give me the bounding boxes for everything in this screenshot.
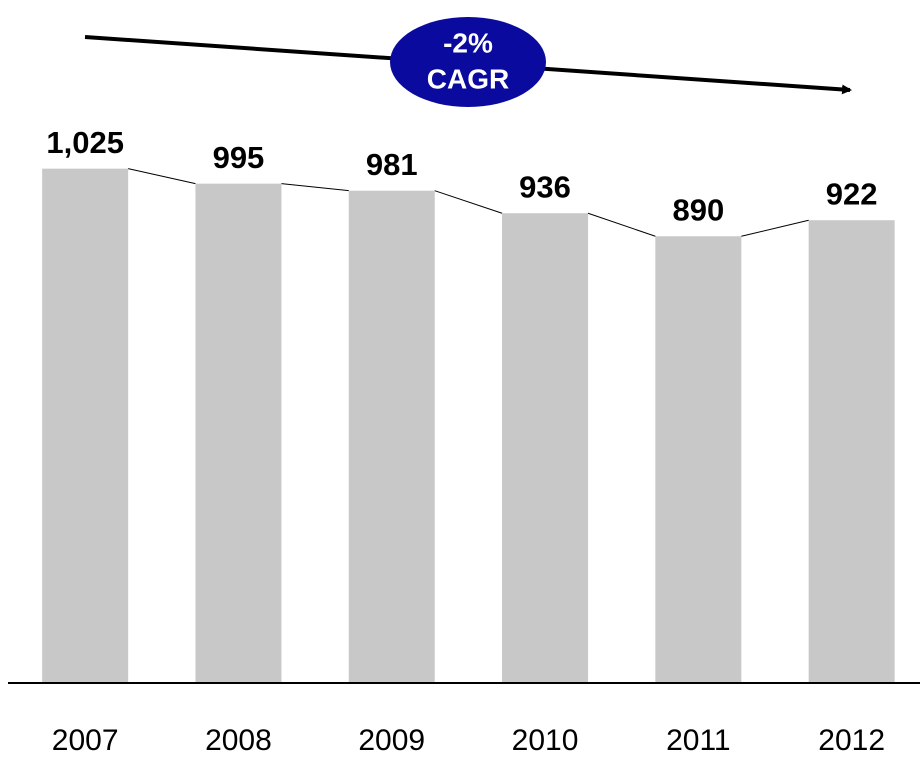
- bar: [42, 168, 129, 683]
- value-label: 922: [826, 176, 878, 211]
- bar: [808, 220, 895, 682]
- value-label: 981: [366, 147, 418, 182]
- value-label: 890: [672, 192, 724, 227]
- x-tick-label: 2009: [358, 724, 425, 757]
- connector-line: [281, 183, 349, 192]
- connector-line: [741, 219, 809, 237]
- bar: [502, 213, 589, 682]
- cagr-value: -2%: [443, 27, 493, 58]
- x-tick-label: 2007: [52, 724, 119, 757]
- x-tick-label: 2010: [512, 724, 579, 757]
- x-tick-label: 2012: [818, 724, 885, 757]
- bar: [348, 190, 435, 682]
- connector-line: [128, 168, 196, 185]
- cagr-label: CAGR: [427, 63, 509, 94]
- x-tick-label: 2008: [205, 724, 272, 757]
- x-tick-label: 2011: [666, 724, 731, 757]
- value-label: 995: [213, 140, 265, 175]
- value-label: 936: [519, 169, 571, 204]
- connector-line: [587, 212, 656, 237]
- bar: [195, 183, 282, 682]
- cagr-badge: [390, 17, 546, 107]
- value-label: 1,025: [46, 125, 124, 160]
- connector-line: [434, 190, 503, 214]
- bar: [655, 236, 742, 682]
